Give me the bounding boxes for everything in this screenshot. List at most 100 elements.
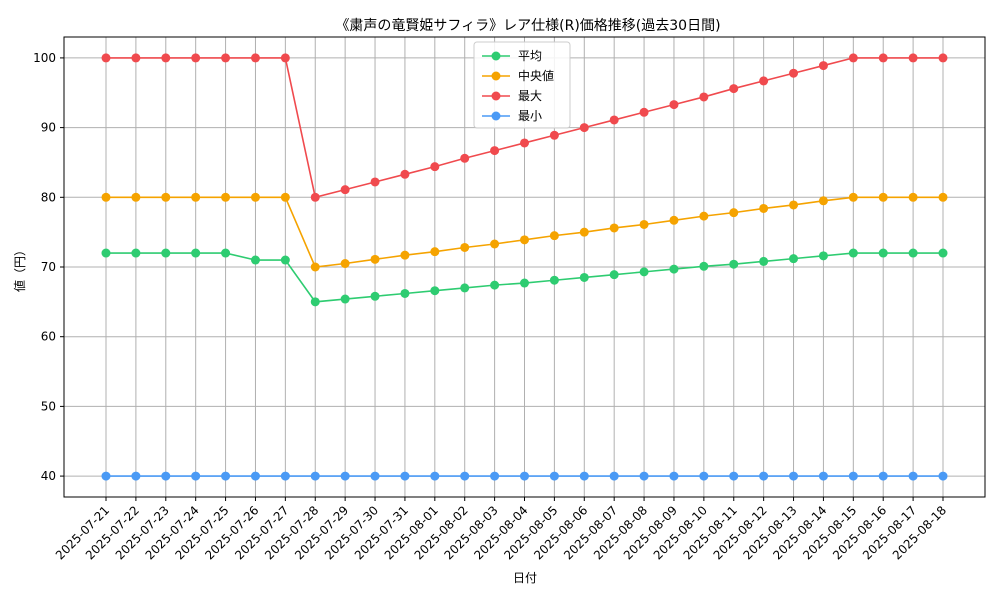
data-point [609, 471, 619, 481]
data-point [789, 200, 799, 210]
data-point [639, 471, 649, 481]
data-point [639, 107, 649, 117]
data-point [520, 138, 529, 148]
data-point [101, 192, 111, 202]
data-point [549, 471, 559, 481]
data-point [759, 76, 769, 86]
data-point [490, 146, 500, 156]
data-point [370, 471, 380, 481]
data-point [460, 153, 470, 163]
data-point [878, 53, 888, 63]
data-point [400, 169, 410, 179]
data-point [729, 84, 739, 94]
data-point [549, 130, 559, 140]
data-point [400, 250, 410, 260]
legend-marker [491, 91, 501, 101]
data-point [818, 196, 828, 206]
data-point [191, 248, 201, 258]
y-axis: 40 50 60 70 80 90 100 [33, 51, 64, 483]
data-point [908, 471, 918, 481]
data-point [579, 227, 589, 237]
data-point [759, 471, 769, 481]
data-point [161, 53, 171, 63]
grid-lines [64, 37, 985, 497]
data-point [340, 185, 350, 195]
data-point [818, 471, 828, 481]
data-point [878, 192, 888, 202]
data-point [460, 283, 470, 293]
data-point [729, 208, 739, 218]
data-point [250, 471, 260, 481]
data-point [549, 231, 559, 241]
data-point [131, 248, 141, 258]
data-point [579, 471, 589, 481]
data-point [938, 53, 948, 63]
data-point [430, 162, 440, 172]
data-point [430, 471, 440, 481]
data-point [609, 223, 619, 233]
y-axis-label: 値（円） [12, 244, 27, 292]
data-point [878, 471, 888, 481]
legend-label: 最大 [518, 89, 542, 103]
y-tick-label: 80 [41, 190, 56, 204]
data-point [818, 61, 828, 71]
data-point [310, 192, 320, 202]
data-point [400, 288, 410, 298]
data-point [460, 471, 470, 481]
legend-box [473, 41, 571, 129]
legend-marker [491, 111, 501, 121]
legend-label: 中央値 [518, 68, 554, 83]
data-point [669, 100, 679, 110]
data-point [669, 471, 679, 481]
legend-marker [491, 51, 501, 61]
data-point [878, 248, 888, 258]
data-point [848, 53, 858, 63]
x-axis: 2025-07-212025-07-222025-07-232025-07-24… [53, 497, 949, 562]
y-tick-label: 50 [41, 399, 56, 413]
data-point [789, 254, 799, 264]
legend-label: 最小 [518, 109, 542, 123]
data-point [729, 259, 739, 269]
data-point [520, 235, 529, 245]
data-point [699, 261, 709, 271]
data-point [310, 262, 320, 272]
data-point [161, 192, 171, 202]
data-point [101, 53, 111, 63]
data-point [221, 53, 231, 63]
data-point [759, 256, 769, 266]
series-group [101, 53, 948, 481]
data-point [340, 471, 350, 481]
legend-label: 平均 [518, 49, 542, 63]
data-point [699, 211, 709, 221]
data-point [370, 291, 380, 301]
data-point [221, 248, 231, 258]
data-point [161, 471, 171, 481]
data-point [699, 471, 709, 481]
data-point [938, 192, 948, 202]
data-point [759, 203, 769, 213]
data-point [191, 471, 201, 481]
data-point [818, 251, 828, 261]
data-point [848, 248, 858, 258]
data-point [549, 275, 559, 285]
data-point [250, 255, 260, 265]
data-point [520, 471, 529, 481]
data-point [250, 192, 260, 202]
y-tick-label: 90 [41, 121, 56, 135]
y-tick-label: 70 [41, 260, 56, 274]
data-point [370, 254, 380, 264]
y-tick-label: 100 [33, 51, 56, 65]
data-point [161, 248, 171, 258]
data-point [131, 471, 141, 481]
data-point [370, 177, 380, 187]
y-tick-label: 40 [41, 469, 56, 483]
data-point [609, 270, 619, 280]
data-point [908, 248, 918, 258]
data-point [430, 247, 440, 257]
x-axis-label: 日付 [513, 571, 537, 585]
data-point [490, 280, 500, 290]
data-point [848, 471, 858, 481]
data-point [729, 471, 739, 481]
